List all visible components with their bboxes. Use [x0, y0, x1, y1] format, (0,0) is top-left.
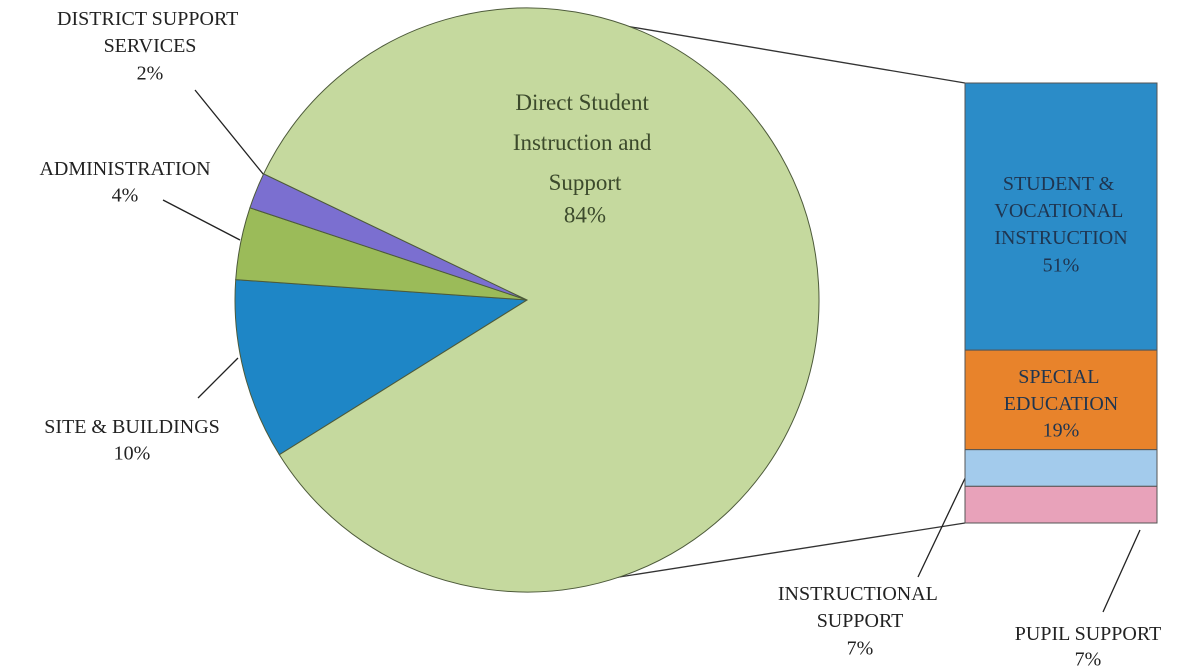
- bar-segment: [964, 485, 1158, 524]
- label: Direct Student Instruction and Support: [513, 90, 657, 195]
- label: SPECIAL EDUCATION: [1004, 366, 1118, 415]
- value-label: 4%: [112, 185, 139, 207]
- label: SITE & BUILDINGS: [44, 416, 220, 438]
- bar-segment: [964, 82, 1158, 351]
- value-label: 7%: [1075, 649, 1102, 671]
- connector-line: [599, 522, 966, 581]
- bar-segment: [964, 349, 1158, 451]
- label: ADMINISTRATION: [39, 158, 210, 180]
- label: DISTRICT SUPPORT SERVICES: [57, 8, 243, 57]
- value-label: 10%: [114, 443, 151, 465]
- value-label: 2%: [137, 63, 164, 85]
- leader-line: [1102, 529, 1141, 613]
- leader-line: [162, 199, 241, 241]
- value-label: 84%: [564, 202, 606, 227]
- label: PUPIL SUPPORT: [1015, 623, 1161, 645]
- value-label: 19%: [1043, 420, 1080, 442]
- pie-slice: [234, 279, 529, 456]
- label: INSTRUCTIONAL SUPPORT: [778, 583, 942, 632]
- leader-line: [194, 89, 269, 181]
- leader-line: [197, 357, 239, 399]
- value-label: 7%: [847, 638, 874, 660]
- label: STUDENT & VOCATIONAL INSTRUCTION: [994, 173, 1127, 249]
- value-label: 51%: [1043, 255, 1080, 277]
- leader-line: [917, 471, 969, 578]
- bar-segment: [964, 449, 1158, 487]
- pie-slice: [262, 7, 820, 593]
